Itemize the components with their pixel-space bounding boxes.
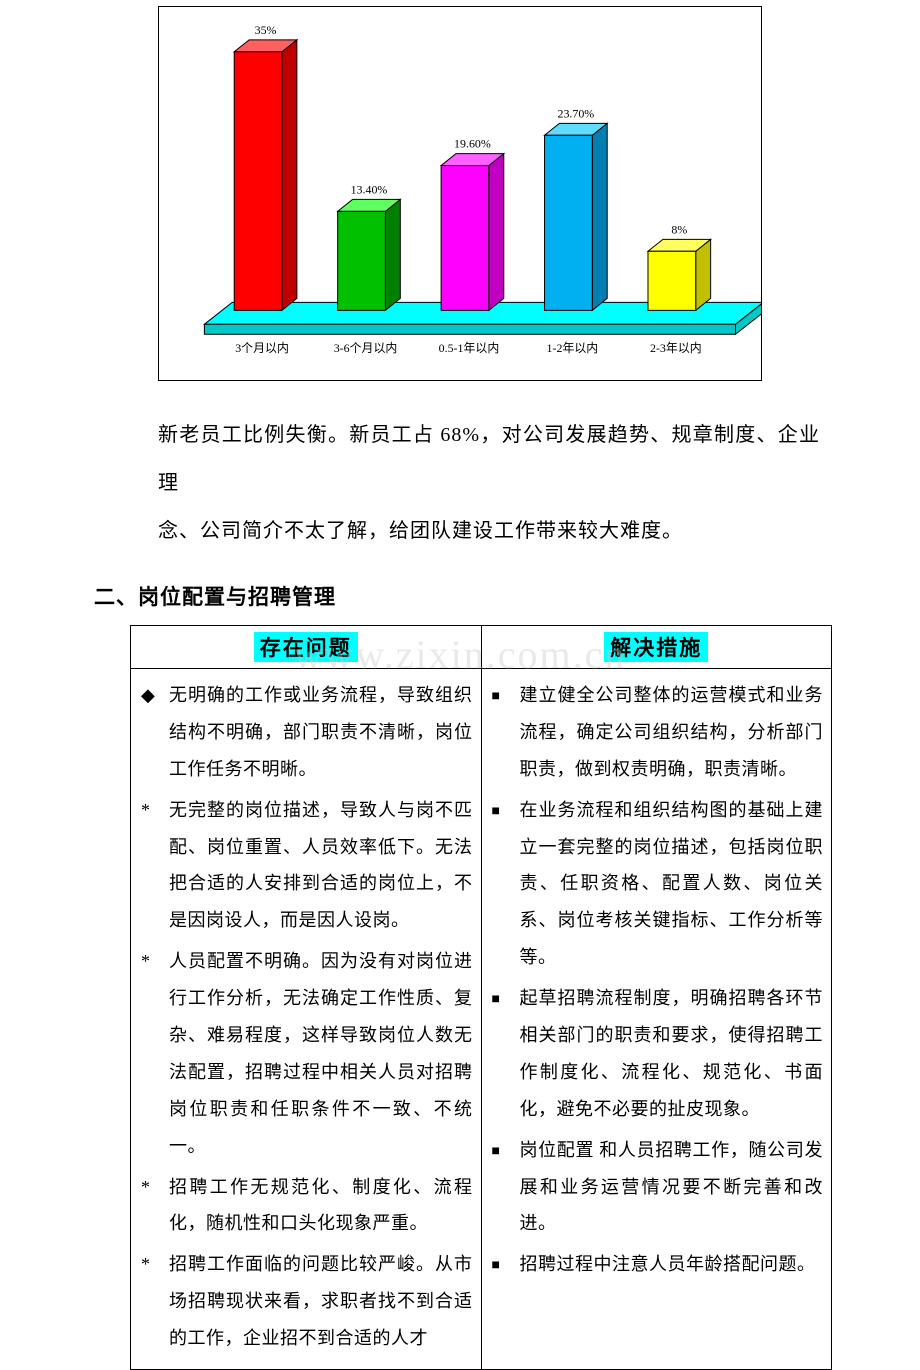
solutions-body-item: ■岗位配置 和人员招聘工作，随公司发展和业务运营情况要不断完善和改进。 [490,1132,824,1243]
problems-body-item: *无完整的岗位描述，导致人与岗不匹配、岗位重置、人员效率低下。无法把合适的人安排… [139,792,473,940]
svg-text:2-3年以内: 2-3年以内 [650,341,702,355]
solutions-cell: ■建立健全公司整体的运营模式和业务流程，确定公司组织结构，分析部门职责，做到权责… [481,669,832,1370]
bullet-icon: ■ [490,980,520,1128]
svg-text:23.70%: 23.70% [557,106,594,120]
problem-solution-table-wrap: 存在问题 解决措施 ◆无明确的工作或业务流程，导致组织结构不明确，部门职责不清晰… [130,625,832,1370]
header-problems-label: 存在问题 [254,632,358,662]
problems-body-item: ◆无明确的工作或业务流程，导致组织结构不明确，部门职责不清晰，岗位工作任务不明晰… [139,677,473,788]
solutions-body-item: ■建立健全公司整体的运营模式和业务流程，确定公司组织结构，分析部门职责，做到权责… [490,677,824,788]
item-text: 岗位配置 和人员招聘工作，随公司发展和业务运营情况要不断完善和改进。 [520,1132,824,1243]
item-text: 招聘过程中注意人员年龄搭配问题。 [520,1246,824,1283]
svg-text:3-6个月以内: 3-6个月以内 [334,341,398,355]
item-text: 建立健全公司整体的运营模式和业务流程，确定公司组织结构，分析部门职责，做到权责明… [520,677,824,788]
para-line1-pre: 新老员工比例失衡。新员工占 [158,424,440,446]
header-problems: 存在问题 [131,626,482,669]
svg-text:13.40%: 13.40% [351,182,388,196]
solutions-body-item: ■招聘过程中注意人员年龄搭配问题。 [490,1246,824,1283]
problem-solution-table: 存在问题 解决措施 ◆无明确的工作或业务流程，导致组织结构不明确，部门职责不清晰… [130,625,832,1370]
item-text: 无明确的工作或业务流程，导致组织结构不明确，部门职责不清晰，岗位工作任务不明晰。 [169,677,473,788]
problems-body-item: *人员配置不明确。因为没有对岗位进行工作分析，无法确定工作性质、复杂、难易程度，… [139,943,473,1164]
bullet-icon: ■ [490,792,520,976]
item-text: 无完整的岗位描述，导致人与岗不匹配、岗位重置、人员效率低下。无法把合适的人安排到… [169,792,473,940]
svg-text:8%: 8% [671,222,687,236]
item-text: 人员配置不明确。因为没有对岗位进行工作分析，无法确定工作性质、复杂、难易程度，这… [169,943,473,1164]
para-pct: 68% [440,424,480,446]
bullet-icon: * [139,1169,169,1243]
bullet-icon: ◆ [139,677,169,788]
bullet-icon: ■ [490,1132,520,1243]
svg-text:3个月以内: 3个月以内 [235,341,289,355]
para-line2: 念、公司简介不太了解，给团队建设工作带来较大难度。 [158,520,683,542]
table-header-row: 存在问题 解决措施 [131,626,832,669]
item-text: 招聘工作无规范化、制度化、流程化，随机性和口头化现象严重。 [169,1169,473,1243]
svg-text:1-2年以内: 1-2年以内 [547,341,599,355]
bullet-icon: * [139,792,169,940]
chart-svg: 35% 3个月以内 13.40% 3-6个月以内 19.60% 0.5-1年以内 23.70… [159,7,761,380]
problems-cell: ◆无明确的工作或业务流程，导致组织结构不明确，部门职责不清晰，岗位工作任务不明晰… [131,669,482,1370]
svg-text:0.5-1年以内: 0.5-1年以内 [439,341,500,355]
svg-text:35%: 35% [255,23,277,37]
bullet-icon: * [139,943,169,1164]
solutions-body-item: ■在业务流程和组织结构图的基础上建立一套完整的岗位描述，包括岗位职责、任职资格、… [490,792,824,976]
bullet-icon: ■ [490,677,520,788]
solutions-body-item: ■起草招聘流程制度，明确招聘各环节相关部门的职责和要求，使得招聘工作制度化、流程… [490,980,824,1128]
problems-body-item: *招聘工作无规范化、制度化、流程化，随机性和口头化现象严重。 [139,1169,473,1243]
item-text: 起草招聘流程制度，明确招聘各环节相关部门的职责和要求，使得招聘工作制度化、流程化… [520,980,824,1128]
header-solutions: 解决措施 [481,626,832,669]
header-solutions-label: 解决措施 [604,632,708,662]
tenure-bar-chart: 35% 3个月以内 13.40% 3-6个月以内 19.60% 0.5-1年以内 23.70… [158,6,762,381]
body-paragraph: 新老员工比例失衡。新员工占 68%，对公司发展趋势、规章制度、企业理 念、公司简… [158,411,820,555]
bullet-icon: ■ [490,1246,520,1283]
table-body-row: ◆无明确的工作或业务流程，导致组织结构不明确，部门职责不清晰，岗位工作任务不明晰… [131,669,832,1370]
item-text: 在业务流程和组织结构图的基础上建立一套完整的岗位描述，包括岗位职责、任职资格、配… [520,792,824,976]
svg-text:19.60%: 19.60% [454,137,491,151]
section-heading: 二、岗位配置与招聘管理 [94,581,920,611]
